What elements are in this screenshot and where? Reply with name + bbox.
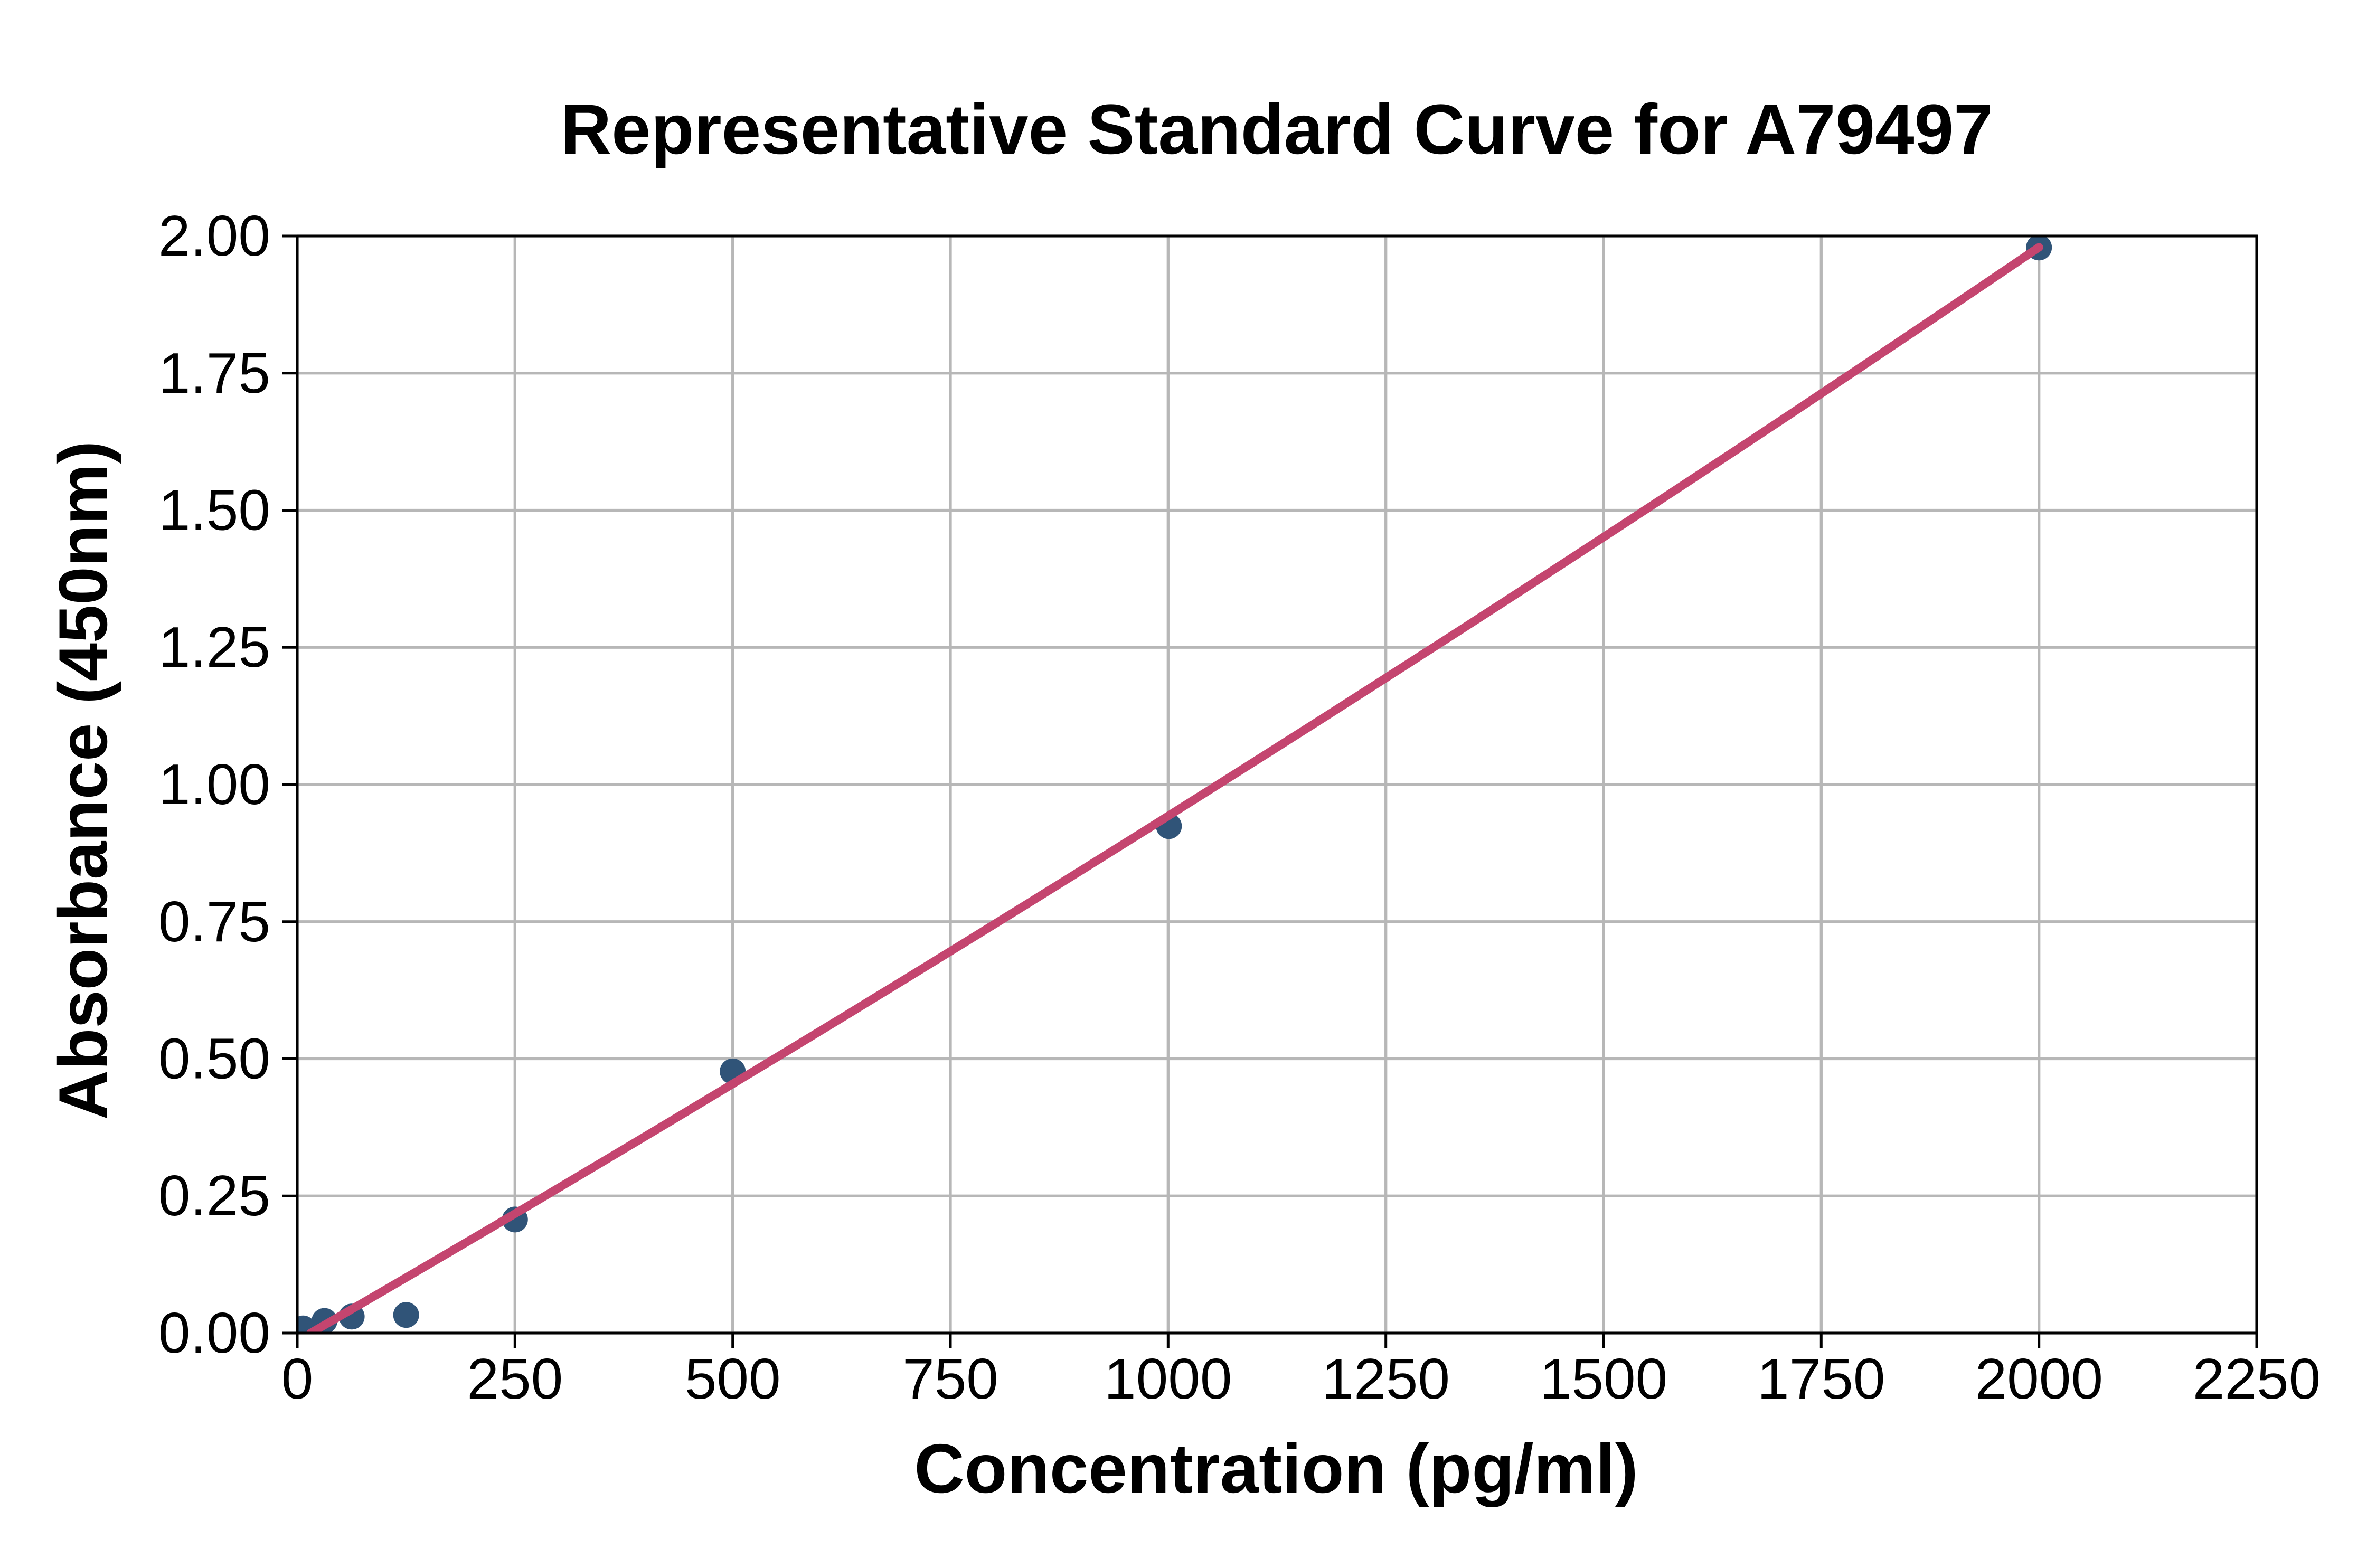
svg-text:1.50: 1.50 — [158, 478, 270, 543]
svg-text:0.00: 0.00 — [158, 1301, 270, 1365]
svg-text:Representative Standard Curve: Representative Standard Curve for A79497 — [560, 90, 1993, 169]
svg-text:1.75: 1.75 — [158, 341, 270, 405]
svg-text:Absorbance (450nm): Absorbance (450nm) — [44, 441, 121, 1120]
svg-text:2250: 2250 — [2193, 1347, 2321, 1411]
svg-text:1750: 1750 — [1757, 1347, 1885, 1411]
svg-text:2.00: 2.00 — [158, 204, 270, 268]
svg-text:0.25: 0.25 — [158, 1164, 270, 1228]
svg-text:750: 750 — [902, 1347, 998, 1411]
svg-text:1250: 1250 — [1322, 1347, 1449, 1411]
svg-text:0: 0 — [281, 1347, 314, 1411]
svg-text:500: 500 — [685, 1347, 781, 1411]
svg-text:1500: 1500 — [1540, 1347, 1667, 1411]
svg-text:0.75: 0.75 — [158, 890, 270, 954]
svg-text:1.00: 1.00 — [158, 752, 270, 817]
svg-text:Concentration (pg/ml): Concentration (pg/ml) — [914, 1430, 1638, 1507]
svg-text:250: 250 — [467, 1347, 563, 1411]
svg-text:1000: 1000 — [1104, 1347, 1232, 1411]
svg-text:0.50: 0.50 — [158, 1027, 270, 1091]
svg-text:1.25: 1.25 — [158, 615, 270, 679]
svg-text:2000: 2000 — [1975, 1347, 2102, 1411]
